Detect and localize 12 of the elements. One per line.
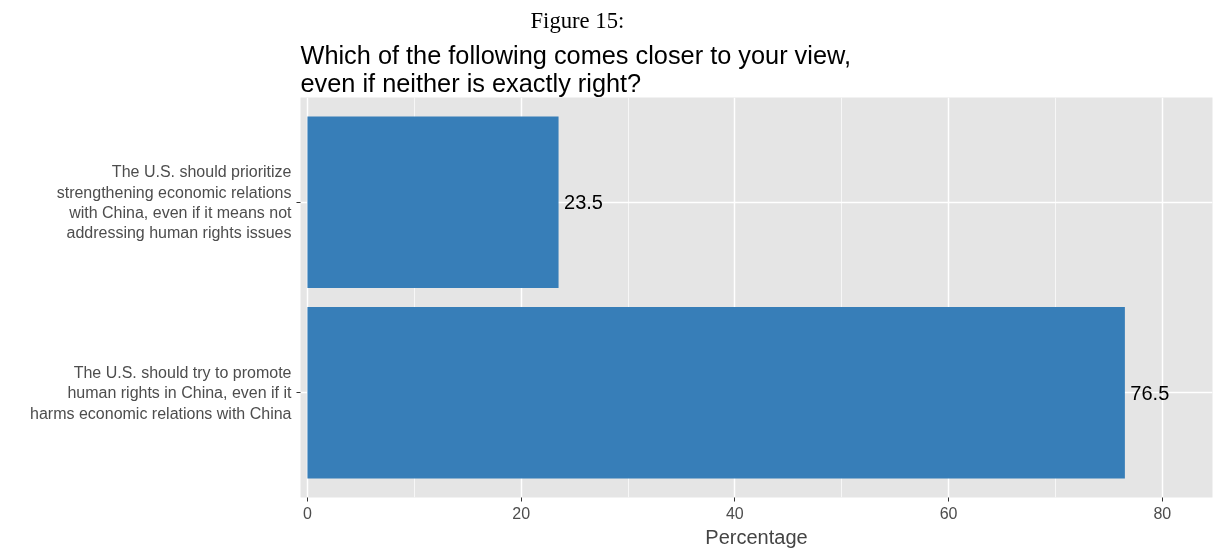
y-tick-label: The U.S. should prioritize strengthening economic relations with China, even if it means not addressing human rights issues (56, 163, 293, 242)
x-tick-label: 80 (1153, 504, 1172, 522)
x-tick-label: 0 (303, 504, 312, 522)
data-label: 76.5 (1130, 381, 1170, 404)
data-label: 23.5 (564, 191, 603, 214)
x-tick-label: 20 (512, 504, 531, 522)
x-tick-label: 60 (939, 504, 958, 522)
chart-title: Figure 15: (530, 7, 625, 33)
x-axis-title: Percentage (705, 525, 808, 548)
chart-subtitle: Which of the following comes closer to your view, even if neither is exactly right? (300, 40, 851, 97)
y-tick-label: The U.S. should try to promote human rights in China, even if it harms economic relations with China (30, 363, 293, 422)
x-tick-label: 40 (725, 504, 744, 522)
